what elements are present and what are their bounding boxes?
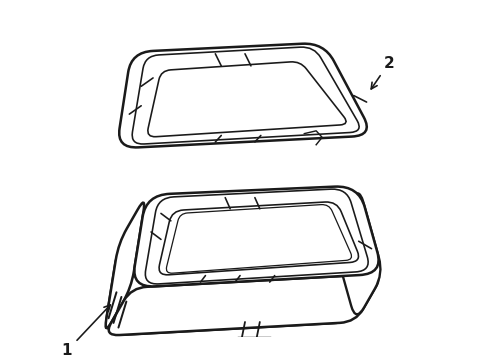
- Text: 2: 2: [370, 55, 393, 89]
- PathPatch shape: [145, 189, 367, 284]
- PathPatch shape: [108, 275, 378, 335]
- PathPatch shape: [333, 193, 380, 314]
- PathPatch shape: [147, 62, 346, 137]
- PathPatch shape: [134, 186, 378, 287]
- PathPatch shape: [105, 203, 144, 328]
- Text: 1: 1: [61, 305, 110, 358]
- PathPatch shape: [106, 235, 350, 335]
- PathPatch shape: [159, 202, 358, 275]
- PathPatch shape: [119, 44, 366, 148]
- PathPatch shape: [132, 47, 358, 144]
